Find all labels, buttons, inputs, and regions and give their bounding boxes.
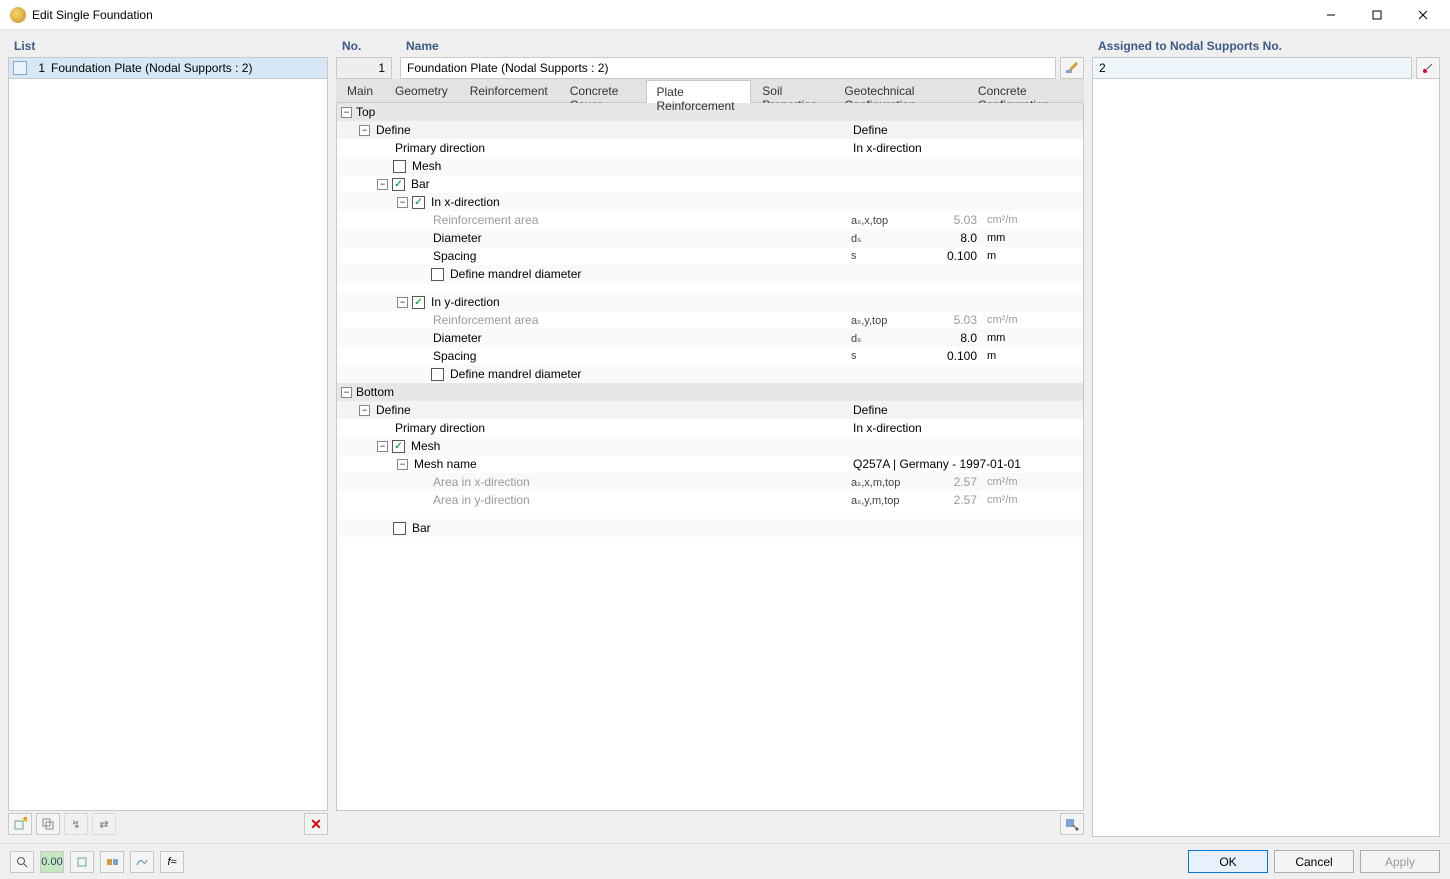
row-spacing-y[interactable]: Spacing s 0.100 m	[337, 347, 1083, 365]
tab-reinforcement[interactable]: Reinforcement	[459, 79, 559, 102]
maximize-button[interactable]	[1354, 0, 1400, 30]
spacer-row	[337, 509, 1083, 519]
tab-plate-reinforcement[interactable]: Plate Reinforcement	[646, 80, 752, 103]
no-header: No.	[336, 36, 392, 57]
view-2-button[interactable]	[100, 851, 124, 873]
collapse-icon[interactable]: −	[359, 405, 370, 416]
collapse-icon[interactable]: −	[397, 459, 408, 470]
row-mandrel-y[interactable]: Define mandrel diameter	[337, 365, 1083, 383]
toolbar-button-4[interactable]: ⇄	[92, 813, 116, 835]
row-define-bottom: − Define Define	[337, 401, 1083, 419]
row-area-y: Area in y-direction aₛ,y,m,top 2.57 cm²/…	[337, 491, 1083, 509]
mesh-bottom-checkbox[interactable]	[392, 440, 405, 453]
collapse-icon[interactable]: −	[341, 387, 352, 398]
edit-name-button[interactable]	[1060, 57, 1084, 79]
mandrel-x-checkbox[interactable]	[431, 268, 444, 281]
tabs: Main Geometry Reinforcement Concrete Cov…	[336, 79, 1084, 103]
row-mesh-top[interactable]: Mesh	[337, 157, 1083, 175]
spacer-row	[337, 283, 1083, 293]
cancel-button[interactable]: Cancel	[1274, 850, 1354, 873]
preview-button[interactable]	[1060, 813, 1084, 835]
list-item-icon	[13, 61, 27, 75]
tab-geotechnical-config[interactable]: Geotechnical Configuration	[833, 79, 967, 102]
no-field: 1	[336, 57, 392, 79]
units-button[interactable]: 0.00	[40, 851, 64, 873]
row-reinf-area-y: Reinforcement area aₛ,y,top 5.03 cm²/m	[337, 311, 1083, 329]
copy-item-button[interactable]	[36, 813, 60, 835]
row-diameter-x[interactable]: Diameter dₛ 8.0 mm	[337, 229, 1083, 247]
row-in-y[interactable]: − In y-direction	[337, 293, 1083, 311]
collapse-icon[interactable]: −	[397, 197, 408, 208]
app-icon	[10, 7, 26, 23]
pick-support-button[interactable]	[1416, 57, 1440, 79]
delete-item-button[interactable]: ✕	[304, 813, 328, 835]
row-in-x[interactable]: − In x-direction	[337, 193, 1083, 211]
row-area-x: Area in x-direction aₛ,x,m,top 2.57 cm²/…	[337, 473, 1083, 491]
row-mesh-bottom[interactable]: − Mesh	[337, 437, 1083, 455]
mesh-top-checkbox[interactable]	[393, 160, 406, 173]
name-header: Name	[400, 36, 1084, 57]
tab-main[interactable]: Main	[336, 79, 384, 102]
collapse-icon[interactable]: −	[397, 297, 408, 308]
apply-button[interactable]: Apply	[1360, 850, 1440, 873]
row-diameter-y[interactable]: Diameter dₛ 8.0 mm	[337, 329, 1083, 347]
tab-soil-properties[interactable]: Soil Properties	[751, 79, 833, 102]
preview-panel	[1092, 79, 1440, 837]
row-mesh-name[interactable]: − Mesh name Q257A | Germany - 1997-01-01	[337, 455, 1083, 473]
row-bar-bottom[interactable]: Bar	[337, 519, 1083, 537]
close-button[interactable]	[1400, 0, 1446, 30]
list-toolbar: ✷ ↯ ⇄ ✕	[8, 811, 328, 837]
collapse-icon[interactable]: −	[377, 179, 388, 190]
row-mandrel-x[interactable]: Define mandrel diameter	[337, 265, 1083, 283]
view-3-button[interactable]	[130, 851, 154, 873]
titlebar: Edit Single Foundation	[0, 0, 1450, 30]
svg-text:✷: ✷	[21, 817, 27, 826]
property-tree: − Top − Define Define Primary direction …	[336, 103, 1084, 811]
toolbar-button-3[interactable]: ↯	[64, 813, 88, 835]
ok-button[interactable]: OK	[1188, 850, 1268, 873]
list-item-number: 1	[31, 61, 45, 75]
list-item-label: Foundation Plate (Nodal Supports : 2)	[51, 61, 252, 75]
mandrel-y-checkbox[interactable]	[431, 368, 444, 381]
name-input[interactable]	[400, 57, 1056, 79]
row-reinf-area-x: Reinforcement area aₛ,x,top 5.03 cm²/m	[337, 211, 1083, 229]
row-primary-direction-top: Primary direction In x-direction	[337, 139, 1083, 157]
bottom-toolbar: 0.00 f≈ OK Cancel Apply	[0, 843, 1450, 879]
tab-concrete-cover[interactable]: Concrete Cover	[559, 79, 646, 102]
in-x-checkbox[interactable]	[412, 196, 425, 209]
row-primary-direction-bottom: Primary direction In x-direction	[337, 419, 1083, 437]
row-bar-top[interactable]: − Bar	[337, 175, 1083, 193]
row-define-top: − Define Define	[337, 121, 1083, 139]
minimize-button[interactable]	[1308, 0, 1354, 30]
tab-geometry[interactable]: Geometry	[384, 79, 459, 102]
bar-bottom-checkbox[interactable]	[393, 522, 406, 535]
assigned-input[interactable]	[1092, 57, 1412, 79]
bar-top-checkbox[interactable]	[392, 178, 405, 191]
assigned-header: Assigned to Nodal Supports No.	[1092, 36, 1440, 57]
section-bottom[interactable]: − Bottom	[337, 383, 1083, 401]
list-item[interactable]: 1 Foundation Plate (Nodal Supports : 2)	[9, 58, 327, 78]
function-button[interactable]: f≈	[160, 851, 184, 873]
view-1-button[interactable]	[70, 851, 94, 873]
collapse-icon[interactable]: −	[377, 441, 388, 452]
list-body	[8, 79, 328, 811]
list-header: List	[8, 36, 328, 57]
row-spacing-x[interactable]: Spacing s 0.100 m	[337, 247, 1083, 265]
window-title: Edit Single Foundation	[32, 8, 153, 22]
collapse-icon[interactable]: −	[341, 107, 352, 118]
tab-concrete-config[interactable]: Concrete Configuration	[967, 79, 1084, 102]
find-button[interactable]	[10, 851, 34, 873]
new-item-button[interactable]: ✷	[8, 813, 32, 835]
in-y-checkbox[interactable]	[412, 296, 425, 309]
collapse-icon[interactable]: −	[359, 125, 370, 136]
